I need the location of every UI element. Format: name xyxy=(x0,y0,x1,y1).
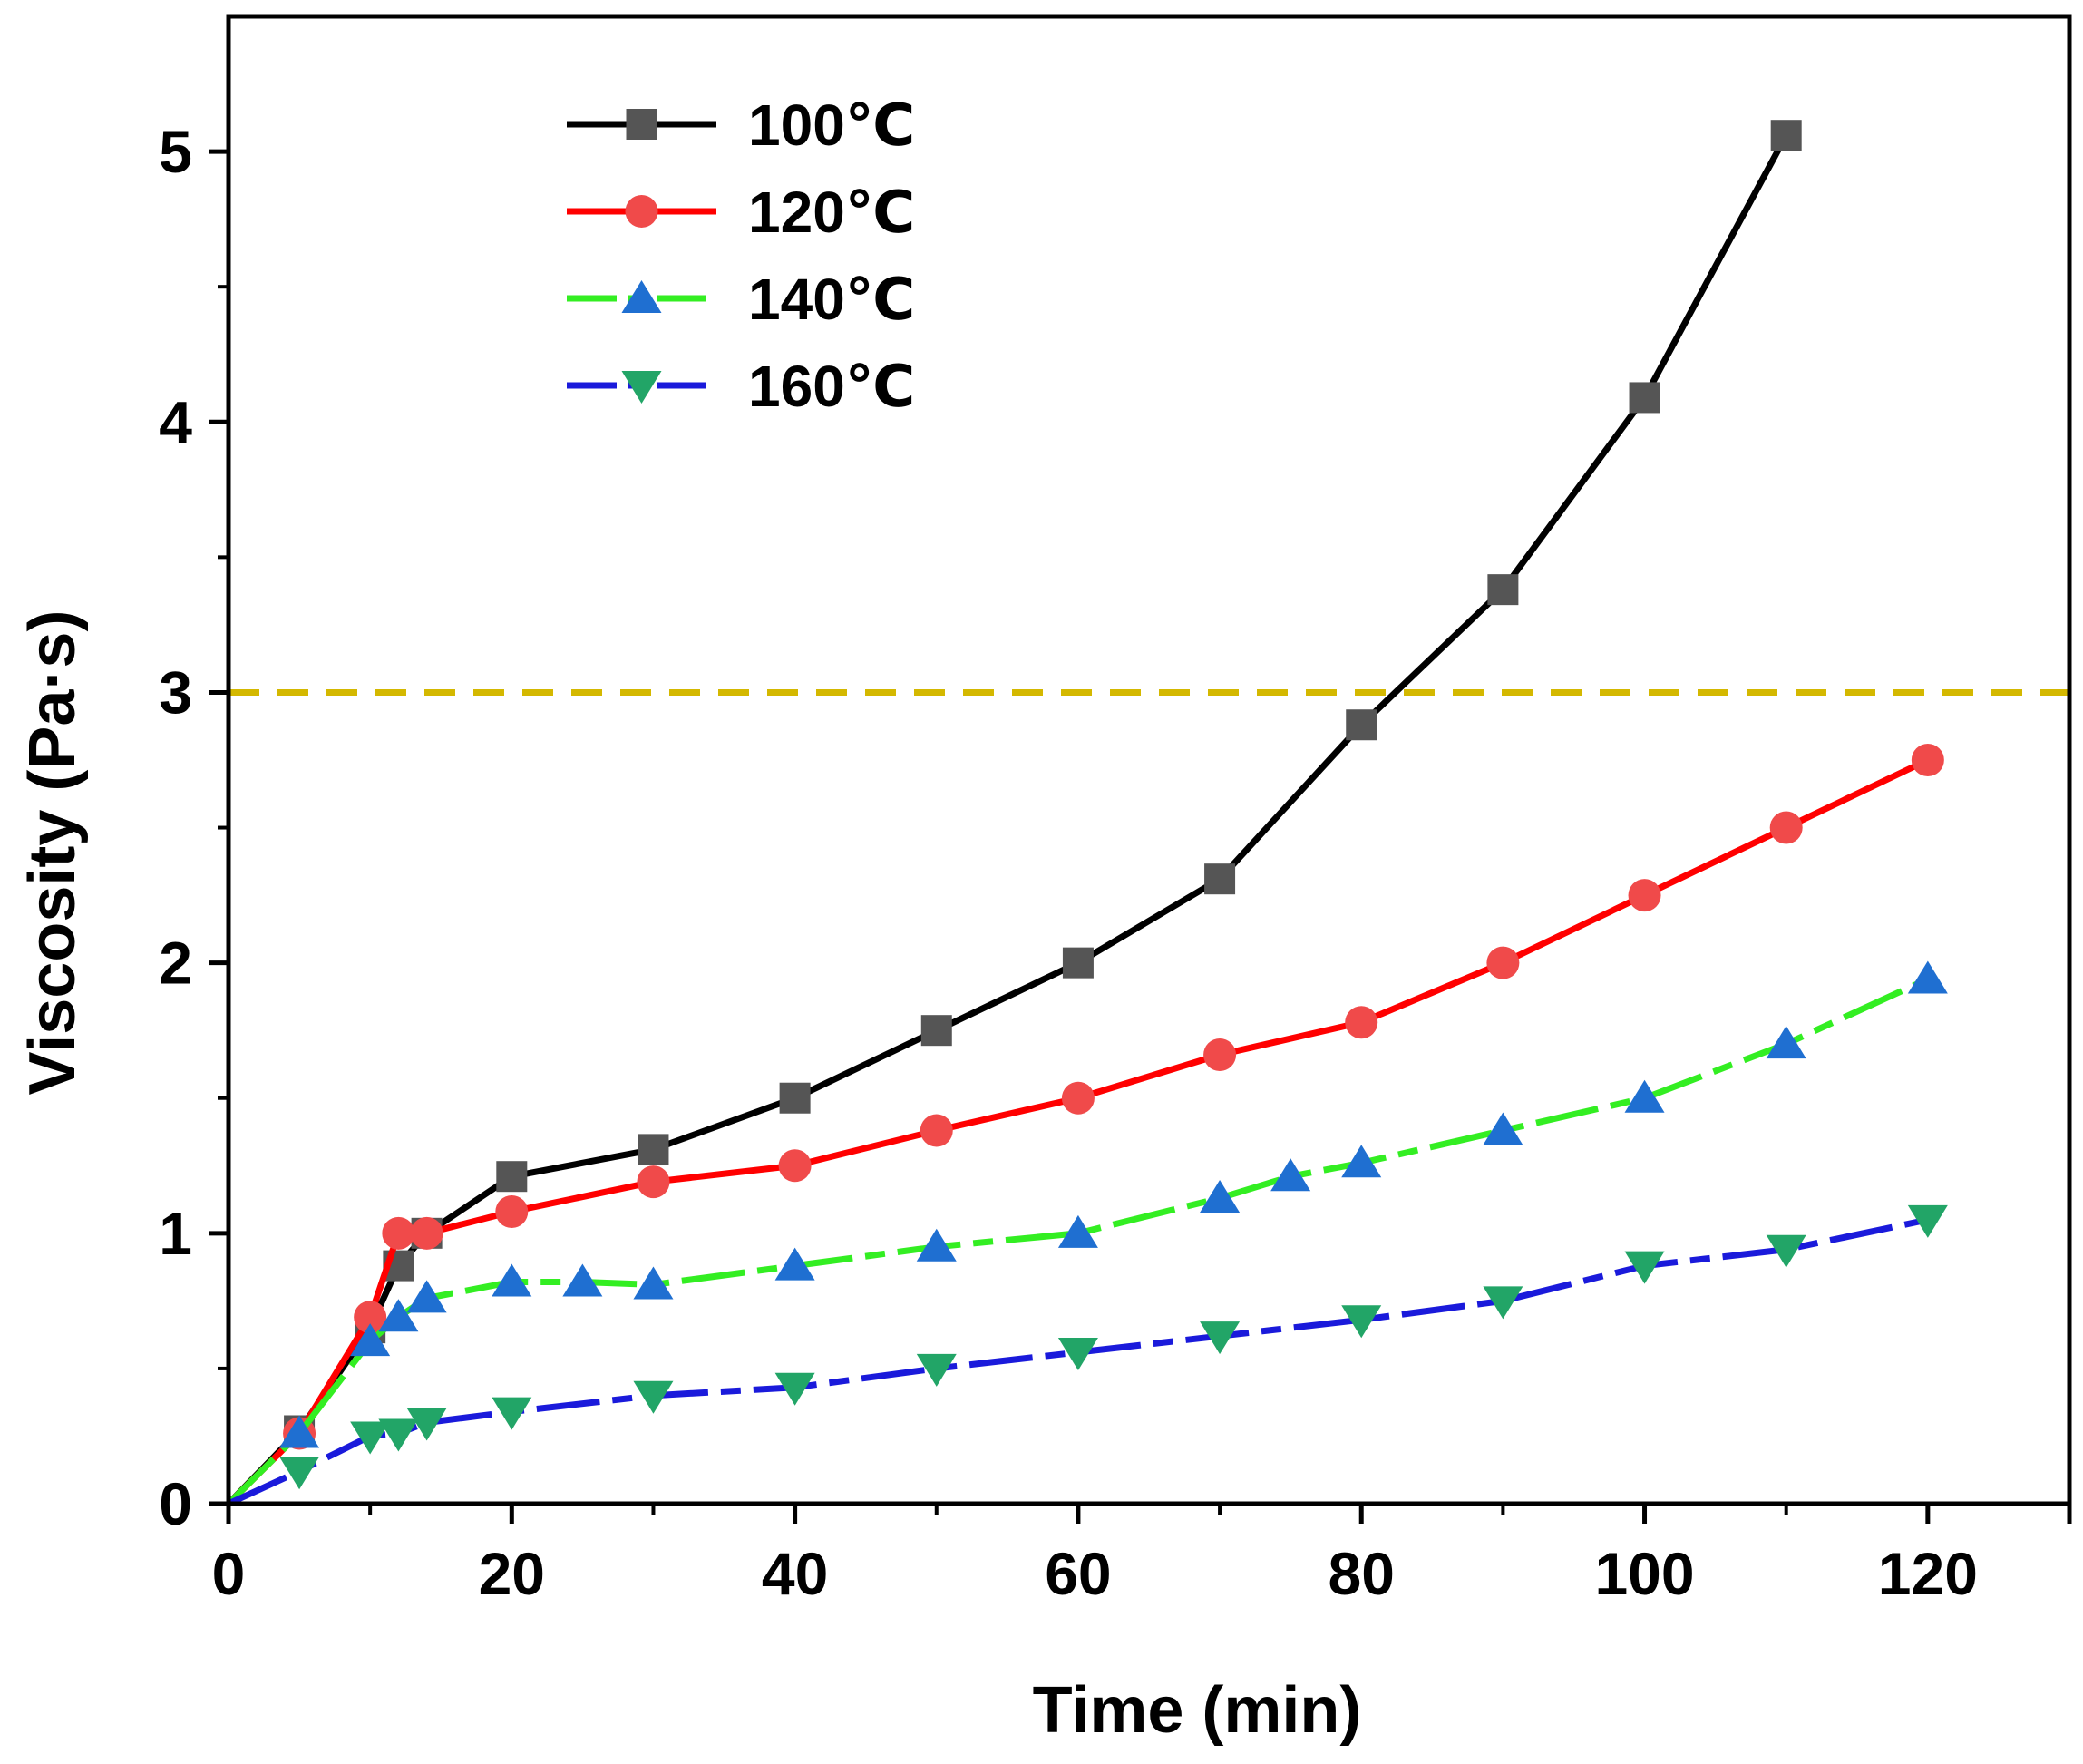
y-tick-label: 0 xyxy=(159,1470,192,1537)
data-point xyxy=(562,1263,603,1297)
x-tick-label: 0 xyxy=(212,1540,246,1607)
y-tick-label: 4 xyxy=(159,388,192,455)
data-point xyxy=(378,1418,419,1452)
legend-label: 160℃ xyxy=(748,354,915,419)
legend-label: 100℃ xyxy=(748,93,915,158)
data-point xyxy=(633,1266,674,1300)
data-point xyxy=(1061,1081,1095,1115)
data-point xyxy=(279,1457,320,1490)
legend-item-0: 100℃ xyxy=(567,93,915,158)
data-point xyxy=(1911,744,1944,776)
data-point xyxy=(492,1397,532,1430)
data-point xyxy=(406,1280,447,1313)
x-tick-label: 120 xyxy=(1878,1540,1978,1607)
data-point xyxy=(1270,1158,1311,1192)
data-point xyxy=(1062,947,1094,979)
data-point xyxy=(410,1216,443,1250)
x-tick-label: 40 xyxy=(762,1540,828,1607)
data-point xyxy=(1203,1038,1237,1072)
data-point xyxy=(1200,1321,1241,1355)
series-line xyxy=(227,1216,1929,1507)
data-point xyxy=(350,1323,391,1357)
data-point xyxy=(920,1114,953,1147)
series-3 xyxy=(227,1204,1948,1507)
legend-marker xyxy=(621,371,662,404)
data-point xyxy=(406,1408,447,1441)
data-point xyxy=(1907,1204,1948,1238)
data-point xyxy=(1766,1234,1806,1268)
data-point xyxy=(1341,1145,1382,1178)
data-point xyxy=(1628,879,1661,912)
data-point xyxy=(920,1015,952,1047)
data-point xyxy=(1769,811,1803,844)
data-point xyxy=(1057,1338,1098,1371)
y-tick-label: 5 xyxy=(159,118,192,185)
data-point xyxy=(496,1161,528,1193)
data-point xyxy=(1200,1180,1241,1213)
axes-layer: 0 20 40 60 80 100 120 0 1 2 3 4 5 xyxy=(159,14,2072,1607)
x-tick-label: 60 xyxy=(1045,1540,1111,1607)
data-point xyxy=(1346,709,1377,741)
data-point xyxy=(350,1421,391,1455)
data-point xyxy=(1624,1251,1665,1284)
data-point xyxy=(1486,946,1520,979)
data-point xyxy=(1057,1214,1098,1248)
data-point xyxy=(1483,1286,1523,1320)
data-point xyxy=(1483,1112,1523,1145)
legend-item-1: 120℃ xyxy=(567,180,915,245)
data-point xyxy=(633,1380,674,1414)
data-point xyxy=(1487,574,1519,606)
legend-marker xyxy=(621,280,662,313)
series-layer xyxy=(226,120,1948,1507)
legend-item-2: 140℃ xyxy=(567,267,915,332)
x-tick-label: 20 xyxy=(479,1540,545,1607)
series-2 xyxy=(226,960,1948,1506)
data-point xyxy=(778,1149,812,1183)
x-tick-label: 80 xyxy=(1329,1540,1395,1607)
data-point xyxy=(354,1301,387,1334)
legend-label: 140℃ xyxy=(748,267,915,332)
data-point xyxy=(378,1299,419,1332)
legend-marker xyxy=(625,195,658,228)
plot-frame xyxy=(226,14,2072,1506)
data-point xyxy=(779,1082,811,1114)
data-point xyxy=(492,1263,532,1297)
data-point xyxy=(1766,1026,1806,1059)
x-axis-title: Time (min) xyxy=(1033,1674,1362,1747)
data-point xyxy=(774,1372,815,1406)
legend-label: 120℃ xyxy=(748,180,915,245)
data-point xyxy=(1629,382,1660,414)
data-point xyxy=(1907,960,1948,994)
data-point xyxy=(1341,1305,1382,1339)
data-point xyxy=(1345,1006,1378,1039)
data-point xyxy=(1204,863,1236,895)
data-point xyxy=(1770,120,1802,151)
data-point xyxy=(638,1134,669,1165)
series-line xyxy=(226,756,1930,1506)
y-tick-label: 1 xyxy=(159,1200,192,1267)
y-tick-label: 3 xyxy=(159,658,192,726)
legend-marker xyxy=(626,109,657,140)
y-axis-title: Viscosity (Pa·s) xyxy=(16,610,89,1096)
data-point xyxy=(495,1194,529,1228)
data-point xyxy=(382,1216,415,1250)
data-point xyxy=(916,1353,957,1387)
data-point xyxy=(1624,1079,1665,1113)
x-tick-label: 100 xyxy=(1594,1540,1694,1607)
data-point xyxy=(774,1247,815,1281)
data-point xyxy=(279,1415,320,1448)
legend: 100℃ 120℃ 140℃ 160℃ xyxy=(567,93,915,419)
data-point xyxy=(916,1228,957,1262)
y-tick-label: 2 xyxy=(159,930,192,997)
legend-item-3: 160℃ xyxy=(567,354,915,419)
data-point xyxy=(637,1165,670,1199)
